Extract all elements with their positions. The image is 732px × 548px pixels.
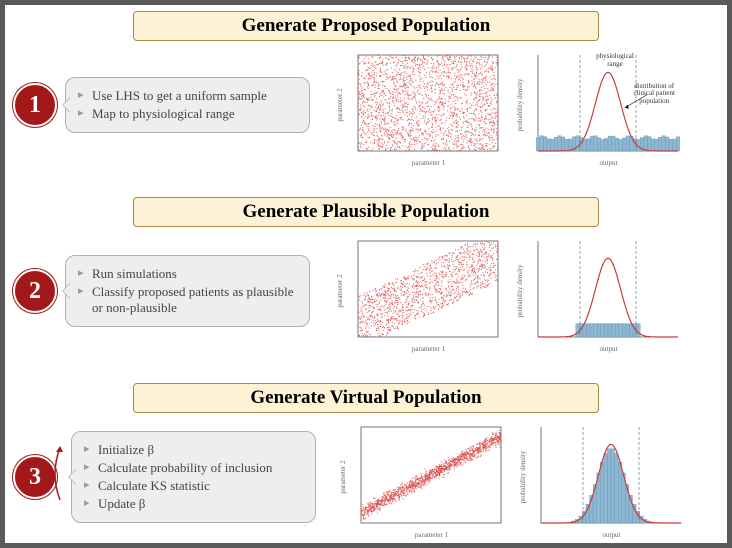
bullet-item: Run simulations	[78, 266, 297, 282]
chart-annotation: physiological range	[588, 53, 643, 68]
chart-annotation: distribution of clinical patient populat…	[627, 83, 682, 106]
bullet-item: Classify proposed patients as plausible …	[78, 284, 297, 316]
section-title: Generate Plausible Population	[133, 197, 599, 227]
x-axis-label: parameter 1	[412, 345, 445, 353]
section-title: Generate Virtual Population	[133, 383, 599, 413]
section-title: Generate Proposed Population	[133, 11, 599, 41]
y-axis-label: parameter 2	[339, 460, 347, 493]
description-bubble: Run simulations Classify proposed patient…	[65, 255, 310, 327]
description-bubble: Use LHS to get a uniform sample Map to ph…	[65, 77, 310, 133]
bullet-item: Calculate probability of inclusion	[84, 460, 303, 476]
scatter-chart: parameter 1parameter 2	[347, 417, 517, 537]
y-axis-label: probability density	[516, 79, 524, 132]
y-axis-label: probability density	[519, 451, 527, 504]
y-axis-label: parameter 2	[336, 88, 344, 121]
distribution-chart: outputprobability density	[527, 417, 697, 537]
scatter-chart: parameter 1parameter 2	[344, 231, 514, 351]
bullet-item: Initialize β	[84, 442, 303, 458]
section-1: Generate Proposed Population1Use LHS to …	[13, 11, 719, 165]
bullet-item: Calculate KS statistic	[84, 478, 303, 494]
description-bubble: Initialize β Calculate probability of inc…	[71, 431, 316, 523]
x-axis-label: output	[600, 345, 618, 353]
step-badge: 1	[13, 83, 57, 127]
charts-container: parameter 1parameter 2 outputprobability…	[318, 231, 719, 351]
section-row: 1 Use LHS to get a uniform sample Map to p…	[13, 45, 719, 165]
bullet-item: Update β	[84, 496, 303, 512]
x-axis-label: output	[600, 159, 618, 167]
scatter-chart: parameter 1parameter 2	[344, 45, 514, 165]
distribution-chart: outputprobability density	[524, 231, 694, 351]
charts-container: parameter 1parameter 2 outputprobability…	[324, 417, 719, 537]
x-axis-label: parameter 1	[415, 531, 448, 539]
bullet-item: Map to physiological range	[78, 106, 297, 122]
step-badge: 2	[13, 269, 57, 313]
y-axis-label: probability density	[516, 265, 524, 318]
bullet-item: Use LHS to get a uniform sample	[78, 88, 297, 104]
charts-container: parameter 1parameter 2 outputprobability…	[318, 45, 719, 165]
section-row: 2 Run simulations Classify proposed patien…	[13, 231, 719, 351]
x-axis-label: parameter 1	[412, 159, 445, 167]
y-axis-label: parameter 2	[336, 274, 344, 307]
x-axis-label: output	[603, 531, 621, 539]
section-3: Generate Virtual Population 3 Initialize β…	[13, 383, 719, 537]
section-2: Generate Plausible Population2Run simula…	[13, 197, 719, 351]
distribution-chart: outputprobability densityphysiological r…	[524, 45, 694, 165]
step-badge: 3	[13, 455, 57, 499]
section-row: 3 Initialize β Calculate probability of in…	[13, 417, 719, 537]
